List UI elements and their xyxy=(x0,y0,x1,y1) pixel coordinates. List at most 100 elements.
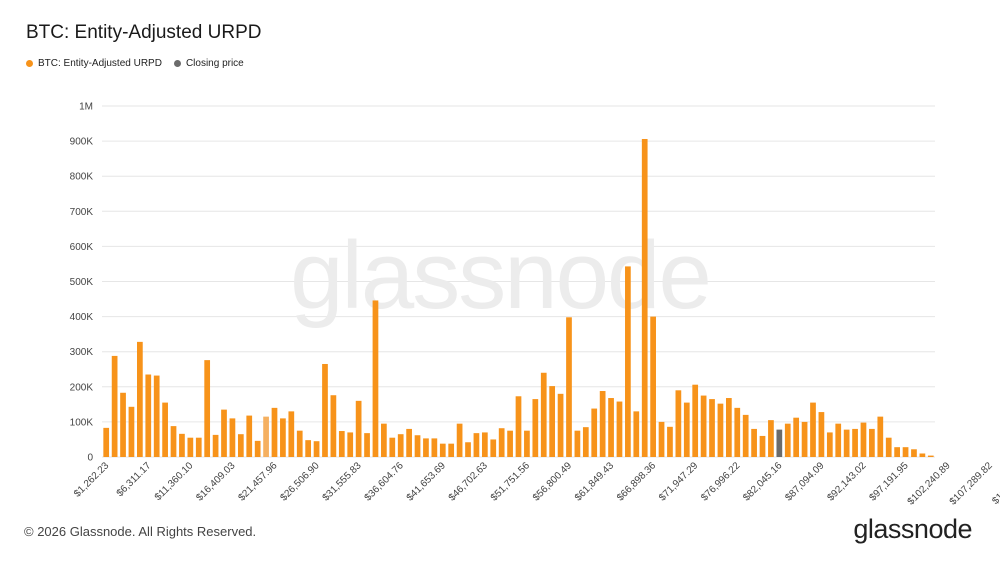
urpd-bar xyxy=(742,414,749,457)
x-tick-label: $97,191.95 xyxy=(867,460,910,503)
urpd-bar xyxy=(448,443,455,457)
urpd-bar xyxy=(355,400,362,457)
urpd-bar xyxy=(700,395,707,457)
urpd-bar xyxy=(473,433,480,457)
urpd-bar xyxy=(801,421,808,457)
urpd-bar xyxy=(759,435,766,457)
watermark-text: glassnode xyxy=(290,222,710,329)
copyright-footer: © 2026 Glassnode. All Rights Reserved. xyxy=(24,524,257,539)
y-tick-label: 200K xyxy=(70,382,94,393)
urpd-bar xyxy=(734,407,741,457)
urpd-bar xyxy=(860,422,867,457)
urpd-bar xyxy=(902,447,909,457)
x-tick-label: $82,045.16 xyxy=(741,460,784,503)
urpd-bar xyxy=(549,386,556,457)
urpd-bar xyxy=(338,431,345,457)
legend-item-closing-price[interactable]: Closing price xyxy=(173,58,244,69)
urpd-bar xyxy=(616,401,623,457)
urpd-bar xyxy=(843,429,850,457)
urpd-bar xyxy=(347,432,354,457)
urpd-bar xyxy=(927,455,934,457)
urpd-bar xyxy=(204,360,211,457)
x-tick-label: $41,653.69 xyxy=(405,460,448,503)
x-tick-label: $11,360.10 xyxy=(153,460,196,503)
urpd-bar xyxy=(524,430,530,457)
urpd-bar xyxy=(608,398,614,457)
x-tick-label: $92,143.02 xyxy=(825,460,868,503)
urpd-bar xyxy=(869,428,875,457)
urpd-bar xyxy=(145,374,152,457)
x-tick-label: $31,555.83 xyxy=(321,460,364,503)
urpd-bar xyxy=(768,420,774,457)
urpd-bar xyxy=(557,393,564,457)
urpd-bar xyxy=(490,439,497,457)
urpd-bar xyxy=(389,437,396,457)
x-tick-label: $26,506.90 xyxy=(279,460,322,503)
urpd-bar xyxy=(852,428,858,457)
urpd-bar xyxy=(406,428,412,457)
y-tick-label: 300K xyxy=(70,347,94,358)
x-tick-label: $87,094.09 xyxy=(783,460,826,503)
urpd-bar xyxy=(574,430,581,457)
urpd-bar xyxy=(692,384,699,457)
legend-item-urpd[interactable]: BTC: Entity-Adjusted URPD xyxy=(26,58,162,69)
urpd-bar xyxy=(709,399,715,457)
urpd-bar xyxy=(540,372,547,457)
x-tick-label: $107,289.82 xyxy=(948,460,995,507)
urpd-bar xyxy=(414,435,421,457)
urpd-bar xyxy=(667,426,673,457)
urpd-bar xyxy=(288,411,295,457)
y-tick-label: 600K xyxy=(70,242,94,253)
urpd-bar xyxy=(885,437,892,457)
urpd-bar xyxy=(793,417,800,457)
x-tick-label: $36,604.76 xyxy=(363,460,406,503)
x-tick-label: $6,311.17 xyxy=(115,460,154,499)
x-tick-label: $102,240.89 xyxy=(906,460,953,507)
x-tick-label: $76,996.22 xyxy=(699,460,742,503)
urpd-bar xyxy=(162,402,168,457)
legend-dot-closing-price xyxy=(173,60,181,67)
y-tick-label: 500K xyxy=(70,277,94,288)
urpd-bar xyxy=(195,437,202,457)
urpd-bar xyxy=(658,421,665,457)
urpd-bar xyxy=(280,418,286,457)
x-tick-label: $46,702.63 xyxy=(447,460,490,503)
urpd-bar xyxy=(128,406,135,457)
urpd-bar xyxy=(229,418,236,457)
urpd-bar xyxy=(725,398,732,457)
urpd-bar xyxy=(271,407,278,457)
urpd-bar xyxy=(330,395,337,457)
urpd-bar xyxy=(810,402,816,457)
urpd-bar xyxy=(877,416,884,457)
urpd-bar xyxy=(179,433,185,457)
urpd-bar xyxy=(431,438,438,457)
urpd-bar xyxy=(835,423,842,457)
urpd-bar xyxy=(566,317,572,457)
urpd-bar xyxy=(625,266,631,457)
urpd-bar xyxy=(818,412,825,457)
x-tick-label: $1,262.23 xyxy=(72,460,112,500)
urpd-bar xyxy=(137,341,143,457)
chart-title: BTC: Entity-Adjusted URPD xyxy=(26,22,262,43)
urpd-bar xyxy=(515,396,522,457)
legend: BTC: Entity-Adjusted URPD Closing price xyxy=(26,58,244,69)
legend-dot-urpd xyxy=(26,60,33,67)
urpd-bar xyxy=(381,423,387,457)
y-tick-label: 900K xyxy=(70,137,94,148)
urpd-bar xyxy=(650,316,656,457)
urpd-bar xyxy=(456,423,463,457)
urpd-bar xyxy=(212,434,219,457)
urpd-bar xyxy=(103,427,110,457)
legend-label-urpd: BTC: Entity-Adjusted URPD xyxy=(38,58,162,69)
x-tick-label: $71,947.29 xyxy=(657,460,700,503)
urpd-bar xyxy=(532,399,539,457)
urpd-bar xyxy=(481,432,488,457)
urpd-bar xyxy=(498,428,505,457)
urpd-bar xyxy=(313,441,320,457)
urpd-bar xyxy=(187,437,194,457)
x-tick-label: $61,849.43 xyxy=(573,460,616,503)
urpd-bar xyxy=(919,453,926,457)
y-tick-label: 800K xyxy=(70,172,94,183)
urpd-bar xyxy=(254,440,261,457)
